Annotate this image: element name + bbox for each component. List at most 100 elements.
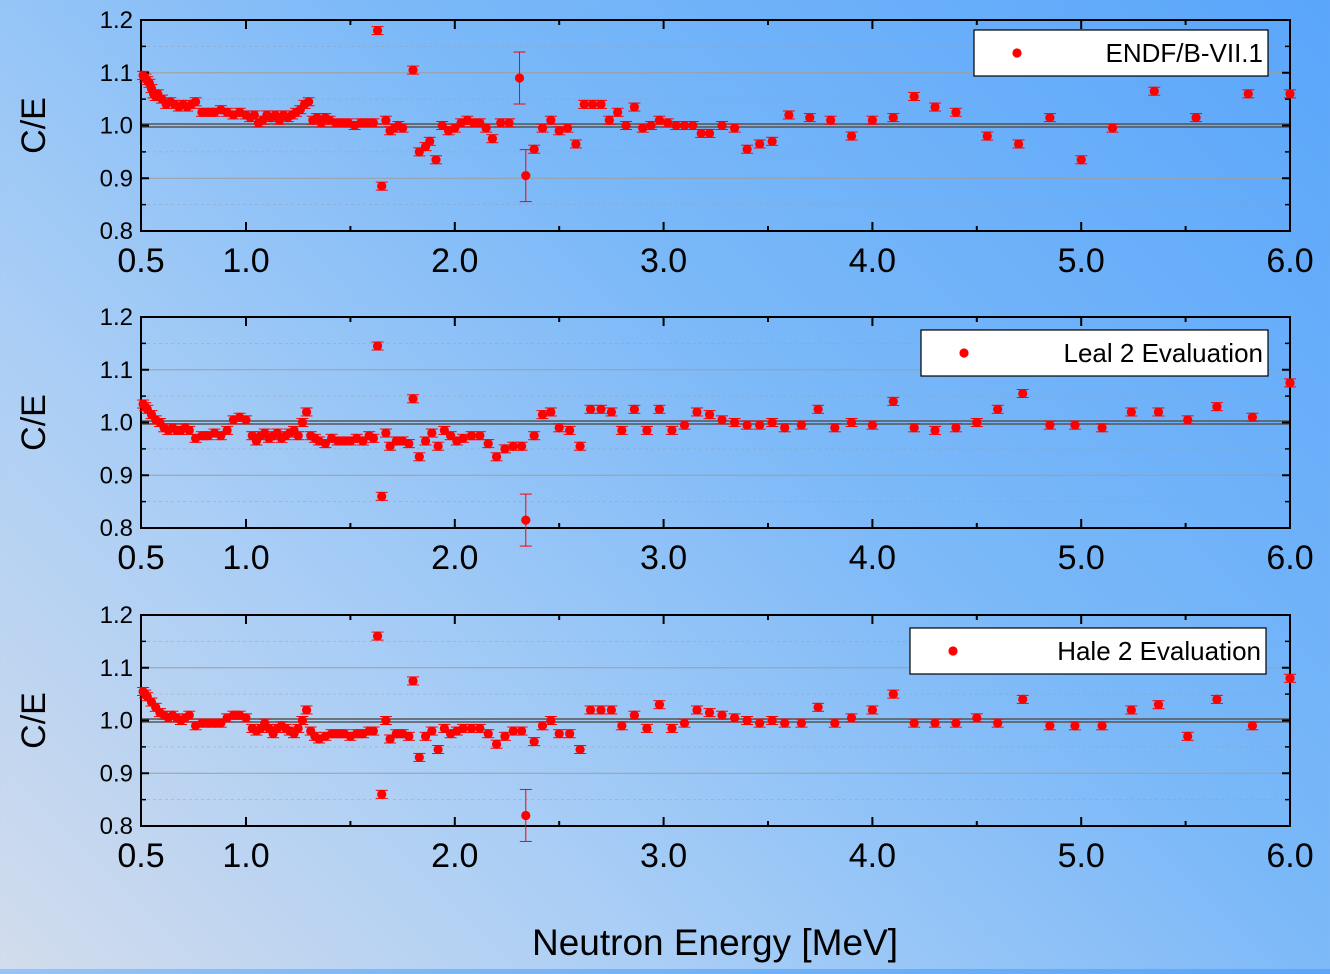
data-point: [575, 744, 585, 755]
data-point: [692, 705, 702, 715]
data-point: [466, 431, 477, 441]
data-point: [529, 144, 539, 154]
x-tick-label: 4.0: [849, 837, 896, 875]
data-point: [1070, 721, 1080, 731]
data-point: [846, 713, 857, 723]
data-point: [1153, 407, 1164, 417]
legend-marker: [1012, 48, 1022, 58]
data-point: [585, 705, 596, 715]
data-point: [1126, 705, 1136, 715]
x-tick-label: 1.0: [222, 539, 269, 577]
data-point: [508, 726, 518, 736]
data-point: [297, 715, 307, 726]
data-point: [679, 120, 690, 131]
data-point: [571, 139, 581, 149]
data-point: [521, 515, 531, 525]
data-point: [431, 155, 441, 165]
y-tick-label: 1.1: [100, 357, 133, 384]
x-tick-label: 5.0: [1058, 837, 1105, 875]
data-point: [1149, 86, 1159, 96]
data-point: [483, 439, 493, 449]
x-tick-label: 3.0: [640, 539, 687, 577]
data-point: [663, 118, 673, 128]
data-point: [446, 431, 456, 441]
data-point: [596, 705, 606, 715]
x-tick-label: 6.0: [1266, 837, 1313, 875]
data-point: [654, 115, 665, 125]
data-point: [930, 102, 940, 112]
data-point: [491, 452, 502, 462]
data-point: [546, 715, 556, 726]
data-point: [667, 723, 677, 734]
data-point: [688, 120, 698, 131]
x-tick-label: 5.0: [1058, 242, 1105, 280]
y-tick-label: 0.8: [100, 813, 133, 840]
legend-box: [920, 329, 1269, 377]
data-point: [767, 136, 777, 146]
data-point: [1285, 89, 1295, 99]
data-point: [293, 431, 303, 441]
legend: Leal 2 Evaluation: [920, 329, 1269, 377]
data-point: [420, 731, 431, 741]
y-tick-label: 1.1: [100, 60, 133, 87]
data-point: [433, 441, 443, 451]
x-tick-label: 0.5: [117, 837, 164, 875]
data-point: [1247, 412, 1258, 422]
data-point: [537, 409, 548, 420]
data-point: [368, 726, 378, 736]
data-point: [1097, 721, 1107, 731]
data-point: [398, 123, 408, 133]
data-point: [241, 415, 251, 425]
data-point: [508, 441, 518, 451]
data-point: [537, 123, 548, 133]
data-point: [500, 444, 510, 454]
data-point: [491, 739, 502, 749]
x-tick-label: 2.0: [431, 837, 478, 875]
data-point: [439, 425, 449, 436]
data-point: [483, 729, 493, 739]
data-point: [755, 718, 765, 728]
x-tick-label: 4.0: [849, 539, 896, 577]
data-point: [216, 431, 226, 441]
data-point: [197, 431, 207, 441]
data-point: [704, 409, 715, 420]
data-point: [554, 729, 564, 739]
data-point: [368, 118, 378, 128]
x-tick-label: 0.5: [117, 539, 164, 577]
data-point: [621, 120, 631, 131]
data-point: [617, 721, 627, 731]
data-point: [930, 718, 940, 728]
y-tick-label: 0.9: [100, 760, 133, 787]
data-point: [381, 115, 391, 125]
y-tick-label: 1.0: [100, 708, 133, 735]
data-point: [909, 423, 919, 433]
x-tick-label: 1.0: [222, 837, 269, 875]
data-point: [588, 99, 598, 109]
data-point: [546, 407, 556, 417]
data-point: [642, 425, 652, 436]
data-point: [596, 99, 606, 109]
legend-box: [909, 627, 1267, 675]
data-point: [1018, 388, 1028, 399]
data-point: [596, 404, 606, 414]
data-point: [629, 710, 639, 720]
data-point: [826, 115, 836, 125]
data-series: [137, 631, 1296, 842]
data-point: [767, 417, 777, 428]
legend: Hale 2 Evaluation: [909, 627, 1267, 675]
data-point: [1183, 731, 1193, 741]
data-point: [408, 676, 418, 686]
data-point: [951, 107, 961, 117]
data-point: [372, 25, 383, 36]
data-point: [909, 718, 919, 728]
data-point: [755, 420, 765, 430]
data-point: [846, 131, 857, 141]
data-point: [381, 715, 391, 726]
data-point: [679, 420, 690, 430]
data-point: [813, 702, 823, 712]
data-point: [646, 120, 656, 131]
data-point: [450, 123, 460, 133]
data-point: [1045, 420, 1055, 430]
data-point: [930, 425, 940, 436]
data-point: [755, 139, 765, 149]
